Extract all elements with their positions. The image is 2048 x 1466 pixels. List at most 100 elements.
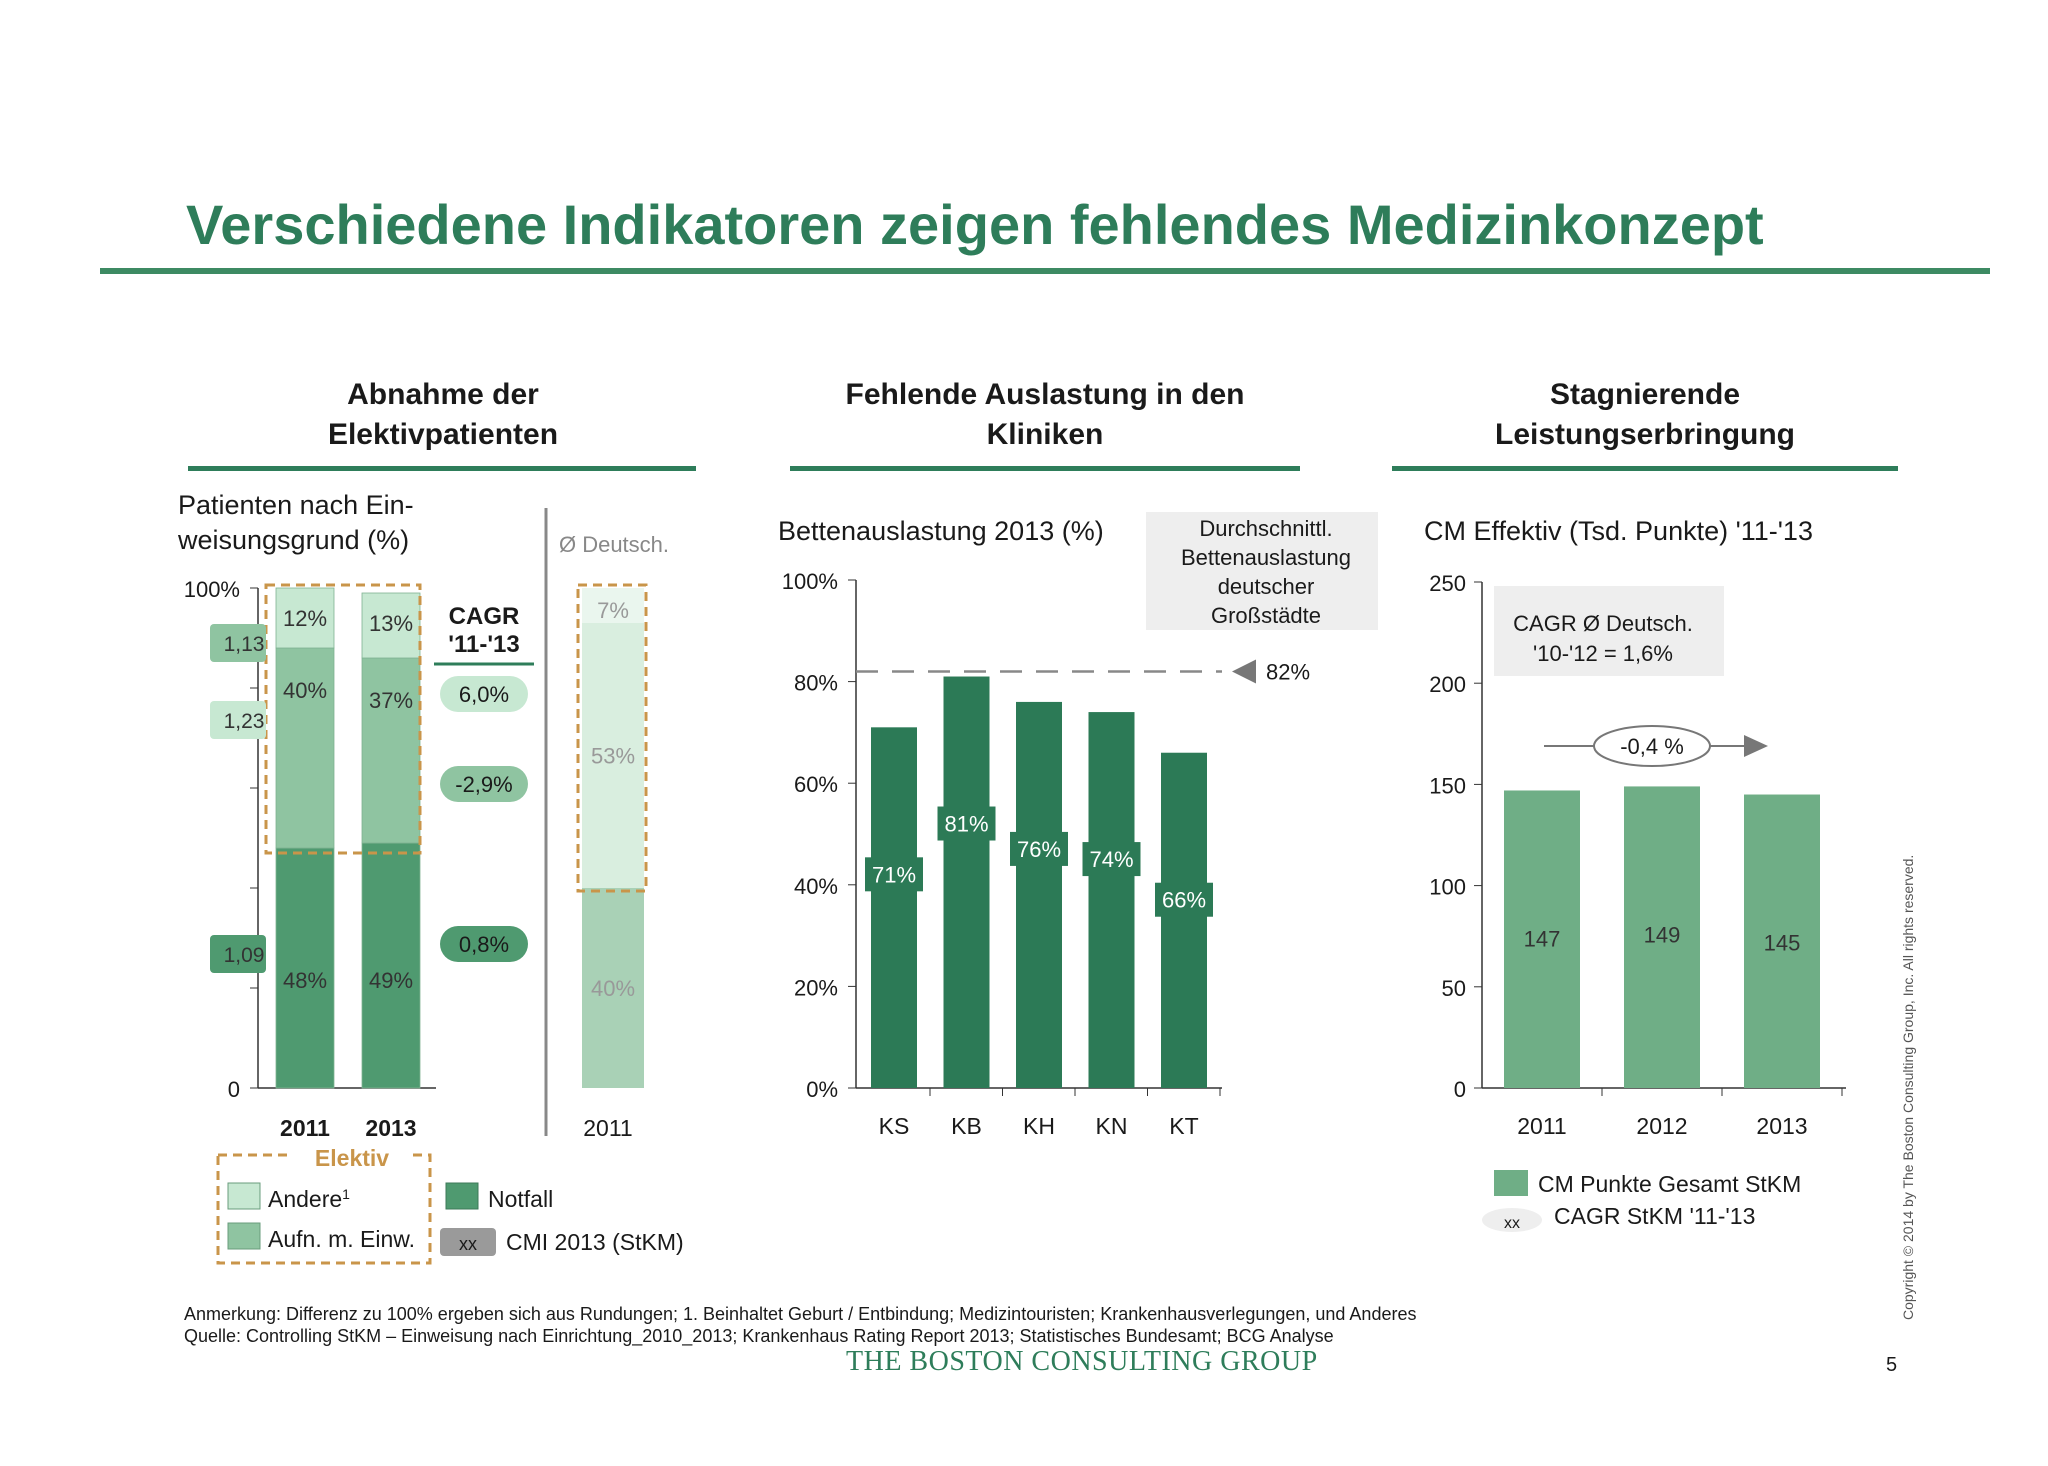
chart1-ytick-0: 0 (228, 1077, 240, 1102)
chart3-ytick-0: 0 (1454, 1077, 1466, 1102)
chart1-bar-2013-1 (361, 657, 421, 844)
title-rule (100, 268, 1990, 274)
chart1-bar-2011-1 (275, 647, 335, 849)
chart2-ytick-5: 100% (782, 569, 838, 594)
chart2-label-KT: 66% (1162, 888, 1206, 913)
chart1-cagr-head-0: CAGR (449, 603, 520, 630)
chart1-cagr-andere: 6,0% (459, 682, 509, 707)
legend-label-notfall: Notfall (488, 1186, 553, 1212)
chart2-bar-KN (1088, 712, 1135, 1088)
panel-heading-0-0: Abnahme der (347, 378, 539, 411)
chart2-label-KH: 76% (1017, 837, 1061, 862)
chart2-ref-caption-3: Großstädte (1211, 603, 1321, 628)
chart1-cmi-bg-2 (210, 935, 266, 973)
chart1-cmp-label-1: 53% (591, 744, 635, 769)
chart2-xtick-KH: KH (1023, 1113, 1055, 1139)
chart3-ytick-5: 250 (1429, 571, 1466, 596)
chart2-label-bg-0 (865, 857, 923, 892)
chart2-title: Bettenauslastung 2013 (%) (778, 516, 1104, 546)
footnote-source: Quelle: Controlling StKM – Einweisung na… (184, 1326, 1334, 1346)
chart2-label-bg-4 (1155, 882, 1213, 917)
chart1-cagr-andere-bg (440, 676, 528, 712)
legend-swatch-notfall (445, 1182, 479, 1210)
footnote-note: Anmerkung: Differenz zu 100% ergeben sic… (184, 1304, 1417, 1324)
chart2-ytick-3: 60% (794, 772, 838, 797)
chart2-bar-KT (1161, 752, 1207, 1088)
chart2-xtick-KB: KB (951, 1113, 982, 1139)
chart3-note-0: CAGR Ø Deutsch. (1513, 611, 1693, 636)
chart1-cmp-bar-1 (582, 623, 644, 888)
chart3-bar-2013 (1744, 794, 1820, 1088)
chart1-cmp-xtick: 2011 (583, 1115, 632, 1141)
chart1-cmp-label-2: 7% (597, 598, 629, 623)
chart1-label-2011-2: 12% (283, 606, 327, 631)
chart1-title-1: weisungsgrund (%) (177, 525, 409, 555)
page-number: 5 (1886, 1354, 1898, 1376)
chart3-cagr-pill (1593, 725, 1711, 767)
chart2-ytick-2: 40% (794, 874, 838, 899)
chart3-title: CM Effektiv (Tsd. Punkte) '11-'13 (1424, 516, 1813, 546)
chart3-xtick-2011: 2011 (1517, 1113, 1566, 1139)
panel-heading-1-0: Fehlende Auslastung in den (846, 378, 1245, 411)
chart2-ref-caption-0: Durchschnittl. (1199, 516, 1332, 541)
chart2-label-KB: 81% (944, 812, 988, 837)
chart2-label-bg-2 (1010, 831, 1068, 866)
legend-swatch-cm (1494, 1170, 1528, 1196)
chart1-cmp-bar-2 (582, 588, 644, 623)
chart2-label-KN: 74% (1089, 847, 1133, 872)
chart1-cagr-aufn-bg (440, 766, 528, 802)
legend-swatch-cmi (440, 1228, 496, 1256)
chart3-ytick-4: 200 (1429, 672, 1466, 697)
panel-rule-0 (188, 466, 696, 471)
chart2-xtick-KS: KS (879, 1113, 910, 1139)
chart1-cmp-box (576, 583, 648, 893)
chart2-xtick-KT: KT (1169, 1113, 1198, 1139)
chart2-label-bg-3 (1082, 842, 1141, 877)
chart2-ytick-4: 80% (794, 671, 838, 696)
chart3-bar-2012 (1624, 786, 1700, 1088)
chart3-ytick-1: 50 (1442, 976, 1466, 1001)
legend-swatch-cmi-text: xx (459, 1234, 477, 1254)
copyright-note: Copyright © 2014 by The Boston Consultin… (1900, 854, 1916, 1320)
chart1-bar-2013-0 (361, 842, 421, 1089)
chart1-cagr-notfall: 0,8% (459, 932, 509, 957)
chart1-elektiv-label: Elektiv (315, 1145, 389, 1171)
chart2-reference-label: 82% (1266, 659, 1310, 684)
chart1-cmp-label-0: 40% (591, 976, 635, 1001)
chart2-ref-caption-2: deutscher (1218, 574, 1315, 599)
chart1-label-2013-0: 49% (369, 968, 413, 993)
chart2-ref-caption-bg (1146, 512, 1378, 630)
chart2-xtick-KN: KN (1096, 1113, 1128, 1139)
chart3-ytick-3: 150 (1429, 773, 1466, 798)
legend-sup: 1 (342, 1186, 350, 1202)
chart1-cmi-bg-0 (210, 701, 266, 739)
chart1-cagr-head-1: '11-'13 (448, 631, 519, 658)
chart2-label-bg-1 (937, 806, 996, 841)
chart1-cagr-notfall-bg (440, 926, 528, 962)
chart1-label-2013-2: 13% (369, 611, 413, 636)
chart1-label-2011-1: 40% (283, 678, 327, 703)
chart1-xtick-2013: 2013 (365, 1115, 416, 1141)
panel-heading-1-1: Kliniken (987, 418, 1104, 451)
panel-rule-1 (790, 466, 1300, 471)
panel-heading-2-1: Leistungserbringung (1495, 418, 1795, 451)
chart1-title-0: Patienten nach Ein- (178, 490, 414, 520)
chart1-cmi-bg-1 (210, 624, 266, 662)
chart3-xtick-2012: 2012 (1636, 1113, 1687, 1139)
chart1-bar-2011-0 (275, 847, 335, 1089)
chart1-legend-gap (292, 1146, 412, 1170)
legend-swatch-cagr-text: xx (1504, 1215, 1520, 1232)
chart1-cmi-2: 1,09 (224, 944, 265, 967)
chart1-bar-2013-2 (361, 592, 421, 659)
chart3-ytick-2: 100 (1429, 875, 1466, 900)
chart2-bar-KB (943, 676, 990, 1088)
legend-label-aufn: Aufn. m. Einw. (268, 1226, 415, 1252)
chart3-note-bg (1494, 586, 1724, 676)
chart2-bar-KH (1016, 701, 1062, 1088)
chart1-ytick-100: 100% (184, 577, 240, 602)
chart1-bar-2011-2 (275, 587, 335, 649)
bcg-logo: THE BOSTON CONSULTING GROUP (846, 1346, 1318, 1377)
chart3-cagr-arrowhead (1744, 735, 1768, 757)
chart2-ref-caption-1: Bettenauslastung (1181, 545, 1351, 570)
